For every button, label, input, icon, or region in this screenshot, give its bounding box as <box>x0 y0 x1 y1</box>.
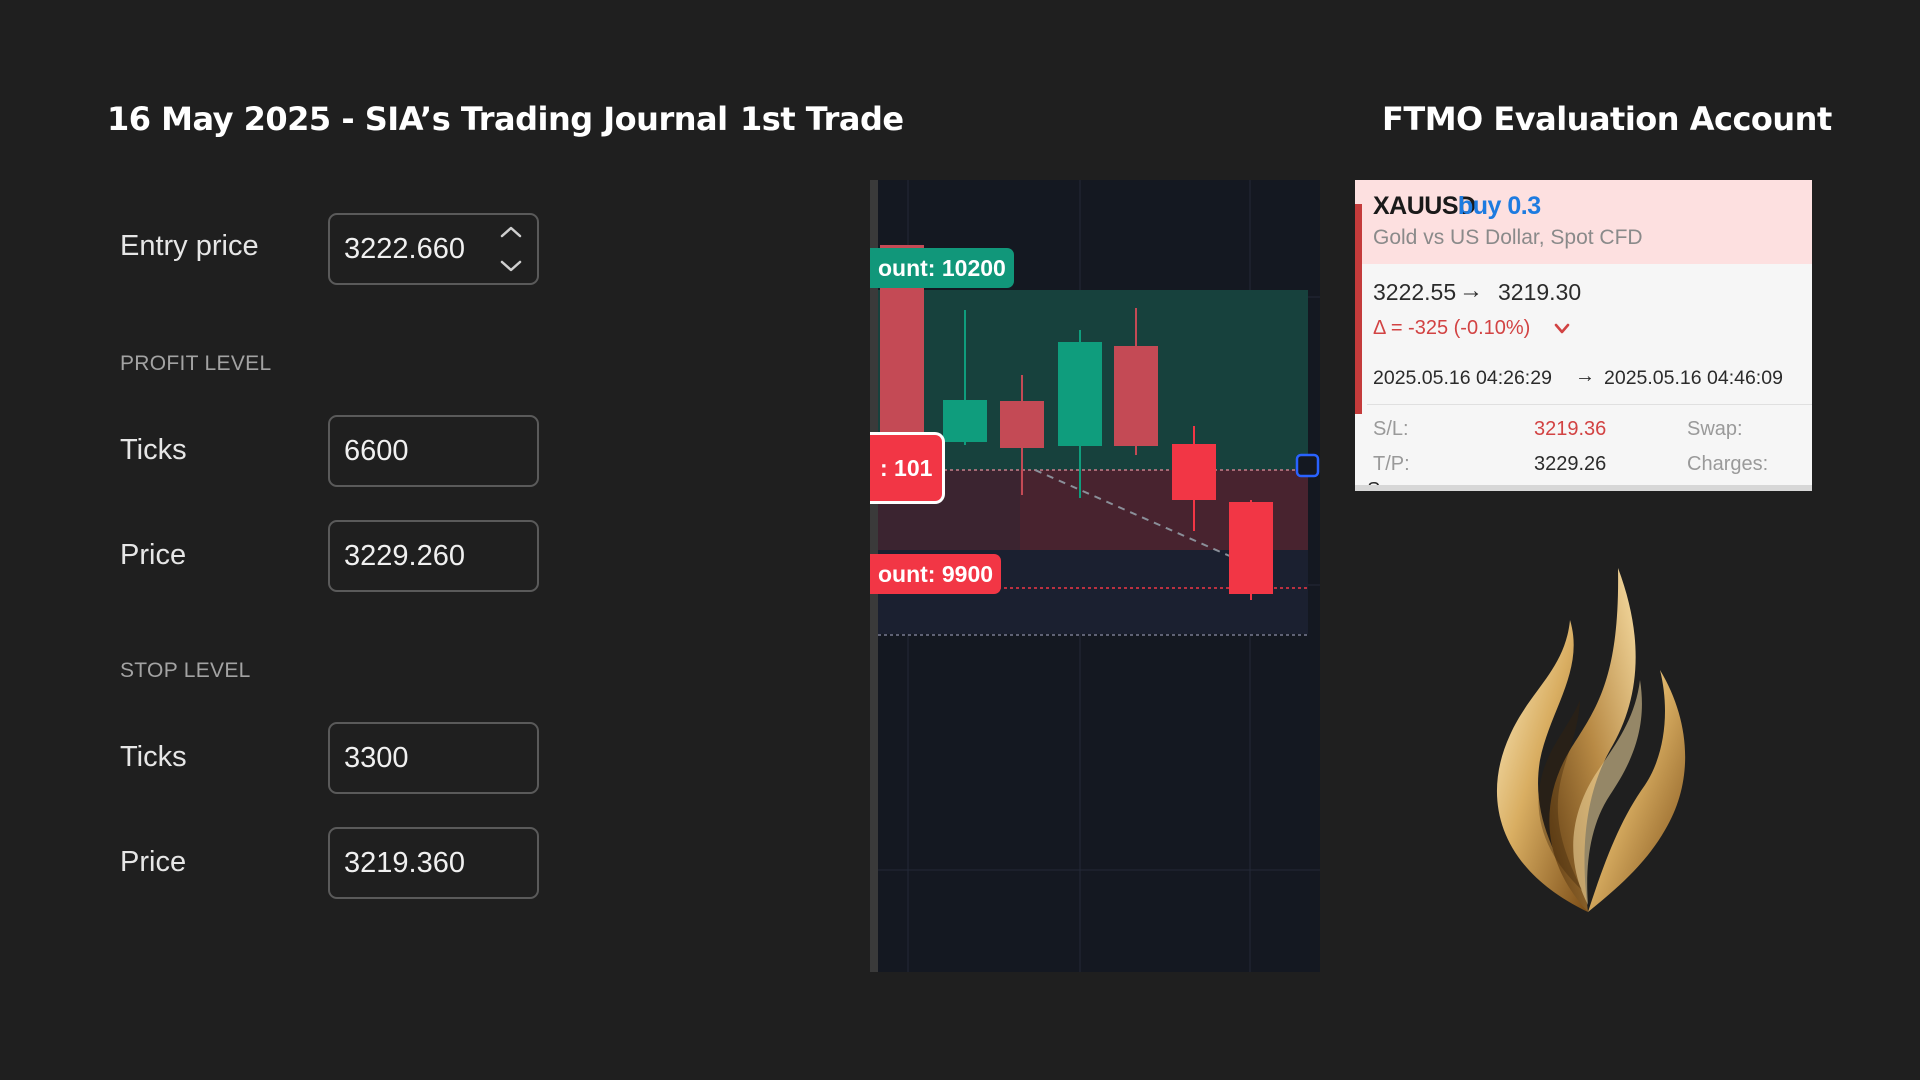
chevron-up-icon[interactable] <box>499 225 523 239</box>
profit-price-value: 3229.260 <box>344 539 465 572</box>
price-chart[interactable]: ount: 10200 : 101 ount: 9900 <box>870 180 1320 972</box>
stop-price-input[interactable]: 3219.360 <box>328 827 539 899</box>
candle-7[interactable] <box>1229 500 1273 600</box>
candle-5[interactable] <box>1114 308 1158 455</box>
stop-level-heading: STOP LEVEL <box>120 659 251 682</box>
profit-ticks-value: 6600 <box>344 434 409 467</box>
entry-price-label: Entry price <box>120 230 259 262</box>
stop-price-label: Price <box>120 846 187 878</box>
profit-ticks-label: Ticks <box>120 434 187 466</box>
tp-label: T/P: <box>1373 453 1410 475</box>
entry-price-value: 3222.660 <box>344 232 465 265</box>
sl-label: S/L: <box>1373 418 1409 440</box>
target-amount-badge: ount: 10200 <box>870 248 1014 288</box>
stop-ticks-label: Ticks <box>120 741 187 773</box>
position-resize-handle[interactable] <box>1295 453 1320 478</box>
loss-accent-bar <box>1355 204 1362 414</box>
profit-level-heading: PROFIT LEVEL <box>120 352 272 375</box>
open-price: 3222.55 <box>1373 279 1457 305</box>
entry-price-stepper[interactable] <box>499 225 523 273</box>
candle-4[interactable] <box>1058 330 1102 498</box>
trade-details-card[interactable]: XAUUSD buy 0.3 Gold vs US Dollar, Spot C… <box>1355 180 1812 491</box>
trade-path-line <box>1034 469 1251 566</box>
profit-ticks-input[interactable]: 6600 <box>328 415 539 487</box>
chevron-down-icon <box>1554 323 1570 334</box>
chart-canvas[interactable] <box>870 180 1320 972</box>
stop-ticks-input[interactable]: 3300 <box>328 722 539 794</box>
close-price: 3219.30 <box>1498 279 1582 305</box>
candle-6[interactable] <box>1172 426 1216 531</box>
profit-price-input[interactable]: 3229.260 <box>328 520 539 592</box>
tp-value: 3229.26 <box>1534 453 1607 475</box>
entry-price-input[interactable]: 3222.660 <box>328 213 539 285</box>
trade-symbol: XAUUSD <box>1373 192 1476 220</box>
trade-number-label: 1st Trade <box>740 100 904 138</box>
price-arrow-icon: → <box>1459 277 1483 304</box>
trade-side: buy 0.3 <box>1458 192 1541 220</box>
trade-description: Gold vs US Dollar, Spot CFD <box>1373 226 1643 249</box>
card-divider <box>1367 404 1812 405</box>
flame-logo-icon <box>1496 568 1686 912</box>
charges-label: Charges: <box>1687 453 1769 475</box>
swap-label: Swap: <box>1687 418 1743 440</box>
profit-price-label: Price <box>120 539 187 571</box>
candle-3[interactable] <box>1000 375 1044 495</box>
stop-ticks-value: 3300 <box>344 741 409 774</box>
open-time: 2025.05.16 04:26:29 <box>1373 367 1552 389</box>
card-bottom-strip <box>1355 485 1812 491</box>
trade-card-header <box>1355 180 1812 264</box>
journal-title: 16 May 2025 - SIA’s Trading Journal <box>107 100 728 138</box>
time-arrow-icon: → <box>1575 365 1595 387</box>
sl-value: 3219.36 <box>1534 418 1607 440</box>
stop-amount-badge: ount: 9900 <box>870 554 1002 594</box>
entry-quantity-badge[interactable]: : 101 <box>870 432 946 504</box>
chevron-down-icon[interactable] <box>499 259 523 273</box>
stop-price-value: 3219.360 <box>344 846 465 879</box>
account-title: FTMO Evaluation Account <box>1382 100 1832 138</box>
close-time: 2025.05.16 04:46:09 <box>1604 367 1783 389</box>
candle-2[interactable] <box>943 310 987 445</box>
profit-delta: Δ = -325 (-0.10%) <box>1373 317 1531 339</box>
